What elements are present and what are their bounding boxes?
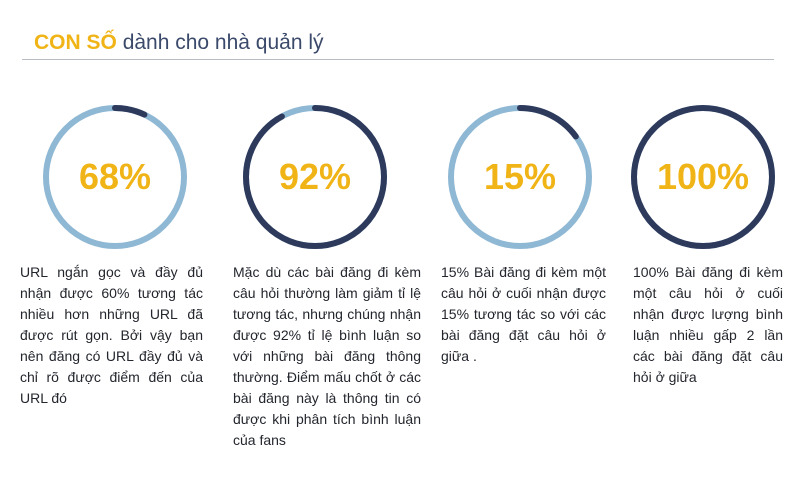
ring-fill bbox=[448, 105, 592, 249]
stat-ring-1: 68% bbox=[40, 102, 190, 252]
stat-value: 92% bbox=[278, 156, 352, 197]
ring-fill bbox=[243, 105, 387, 249]
title-divider bbox=[22, 59, 774, 60]
stat-description-4: 100% Bài đăng đi kèm một câu hỏi ở cuối … bbox=[633, 264, 783, 385]
progress-ring bbox=[43, 105, 187, 249]
stat-value: 15% bbox=[483, 156, 557, 197]
progress-ring bbox=[631, 105, 775, 249]
stat-ring-3: 15% bbox=[445, 102, 595, 252]
stat-description-3: 15% Bài đăng đi kèm một câu hỏi ở cuối n… bbox=[441, 264, 606, 364]
progress-ring bbox=[243, 105, 387, 249]
page-title: CON SỐ dành cho nhà quản lý bbox=[34, 30, 324, 56]
ring-fill bbox=[43, 105, 187, 249]
title-rest: dành cho nhà quản lý bbox=[122, 31, 324, 54]
stat-value: 100% bbox=[656, 156, 750, 197]
stat-ring-4: 100% bbox=[628, 102, 778, 252]
title-highlight: CON SỐ bbox=[34, 31, 117, 54]
stat-value: 68% bbox=[78, 156, 152, 197]
ring-fill bbox=[631, 105, 775, 249]
stat-description-1: URL ngắn gọc và đầy đủ nhận được 60% tươ… bbox=[20, 264, 203, 406]
stat-ring-2: 92% bbox=[240, 102, 390, 252]
progress-ring bbox=[448, 105, 592, 249]
stat-description-2: Mặc dù các bài đăng đi kèm câu hỏi thườn… bbox=[233, 264, 421, 448]
